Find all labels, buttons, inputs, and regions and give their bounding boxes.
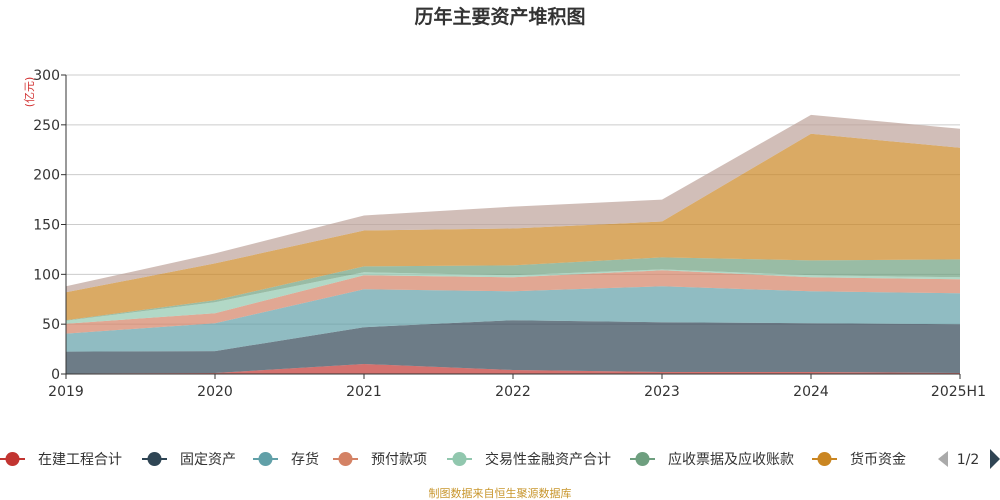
- legend-label: 货币资金: [850, 451, 906, 468]
- legend-page-indicator: 1/2: [957, 452, 980, 468]
- legend: 在建工程合计 固定资产 存货 预付款项 交易性金融资产合计 应收票据及应收账款 货币资金: [0, 451, 906, 468]
- legend-item[interactable]: 货币资金: [812, 451, 906, 468]
- area-series-4[interactable]: [66, 269, 960, 324]
- x-tick-label: 2021: [346, 384, 382, 400]
- x-tick-label: 2022: [495, 384, 531, 400]
- legend-prev-page-icon[interactable]: [938, 451, 948, 467]
- x-tick-label: 2024: [793, 384, 829, 400]
- area-series-0[interactable]: [66, 364, 960, 374]
- y-tick-label: 150: [33, 218, 60, 234]
- legend-marker-icon: [452, 452, 467, 466]
- x-tick-label: 2019: [48, 384, 84, 400]
- y-tick-label: 0: [51, 367, 60, 383]
- legend-marker-icon: [817, 452, 832, 466]
- axes: 0 50 100 150 200 250 300 2019 2020 2021 2022 2023 20…: [33, 68, 986, 400]
- legend-label: 预付款项: [371, 452, 427, 468]
- legend-marker-icon: [338, 452, 353, 466]
- legend-item[interactable]: 固定资产: [142, 452, 236, 468]
- x-tick-label: 2023: [644, 384, 680, 400]
- y-tick-label: 200: [33, 168, 60, 184]
- legend-marker-icon: [635, 452, 650, 466]
- legend-label: 在建工程合计: [38, 452, 122, 468]
- legend-label: 应收票据及应收账款: [668, 451, 794, 468]
- legend-item[interactable]: 应收票据及应收账款: [630, 451, 794, 468]
- area-series: [66, 114, 960, 374]
- chart-title: 历年主要资产堆积图: [414, 5, 585, 28]
- area-series-3[interactable]: [66, 270, 960, 334]
- legend-marker-icon: [5, 452, 20, 466]
- area-series-2[interactable]: [66, 286, 960, 352]
- area-series-6[interactable]: [66, 133, 960, 321]
- area-series-7[interactable]: [66, 114, 960, 293]
- legend-label: 存货: [291, 451, 319, 468]
- legend-label: 交易性金融资产合计: [485, 451, 611, 468]
- legend-item[interactable]: 预付款项: [333, 452, 427, 468]
- x-tick-label: 2025H1: [931, 384, 986, 400]
- legend-item[interactable]: 在建工程合计: [0, 452, 122, 468]
- legend-marker-icon: [147, 452, 162, 466]
- legend-label: 固定资产: [180, 452, 236, 468]
- area-series-1[interactable]: [66, 320, 960, 374]
- data-source-note: 制图数据来自恒生聚源数据库: [429, 486, 572, 500]
- legend-item[interactable]: 存货: [253, 451, 319, 468]
- y-tick-label: 250: [33, 118, 60, 134]
- legend-next-page-icon[interactable]: [990, 449, 1000, 469]
- area-series-5[interactable]: [66, 257, 960, 321]
- legend-item[interactable]: 交易性金融资产合计: [447, 451, 611, 468]
- x-tick-label: 2020: [197, 384, 233, 400]
- y-tick-label: 300: [33, 68, 60, 84]
- legend-pager: 1/2: [938, 449, 1000, 469]
- y-tick-label: 50: [42, 317, 60, 333]
- y-tick-label: 100: [33, 267, 60, 283]
- y-axis-unit: (亿元): [23, 77, 36, 108]
- legend-marker-icon: [258, 452, 273, 466]
